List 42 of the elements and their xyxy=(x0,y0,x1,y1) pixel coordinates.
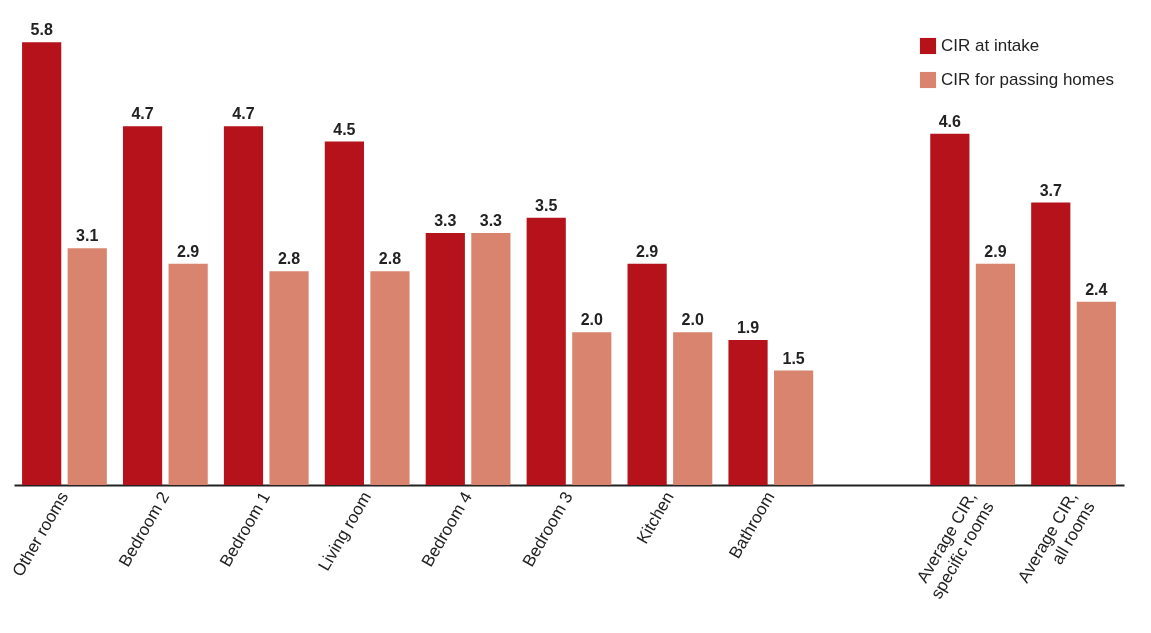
data-label: 1.9 xyxy=(736,318,760,336)
data-label: 4.5 xyxy=(333,120,356,138)
bar xyxy=(370,271,410,485)
bar xyxy=(1076,301,1116,485)
bar xyxy=(269,271,309,485)
data-label: 5.8 xyxy=(30,21,53,39)
bar xyxy=(930,133,970,485)
bar xyxy=(122,126,163,485)
bar xyxy=(627,263,667,485)
bar xyxy=(1031,202,1071,485)
data-label: 2.8 xyxy=(277,250,301,268)
data-label: 2.9 xyxy=(177,242,200,260)
bar xyxy=(223,126,264,485)
data-label: 4.7 xyxy=(131,105,154,123)
bar xyxy=(471,233,511,485)
data-label: 2.9 xyxy=(984,242,1007,260)
data-label: 3.5 xyxy=(535,196,558,214)
data-label: 3.7 xyxy=(1039,181,1062,199)
data-label: 2.8 xyxy=(378,250,402,268)
data-label: 3.3 xyxy=(479,212,503,230)
data-label: 2.9 xyxy=(636,242,659,260)
data-label: 3.1 xyxy=(76,227,99,245)
data-label: 3.3 xyxy=(434,212,457,230)
data-label: 4.7 xyxy=(232,105,255,123)
legend-label: CIR for passing homes xyxy=(941,70,1114,89)
bar xyxy=(425,233,465,485)
bar xyxy=(67,248,107,485)
data-label: 4.6 xyxy=(938,112,962,130)
bar xyxy=(774,370,814,485)
bar xyxy=(673,332,713,485)
data-label: 1.5 xyxy=(782,349,805,367)
data-label: 2.0 xyxy=(681,311,704,329)
bar xyxy=(22,42,62,485)
bar xyxy=(572,332,612,485)
data-label: 2.0 xyxy=(580,311,603,329)
bar xyxy=(728,339,768,485)
bar xyxy=(168,263,208,485)
data-label: 2.4 xyxy=(1085,280,1108,298)
bar xyxy=(324,141,364,485)
bar xyxy=(526,217,566,485)
legend-label: CIR at intake xyxy=(941,36,1040,55)
bar xyxy=(975,263,1016,485)
